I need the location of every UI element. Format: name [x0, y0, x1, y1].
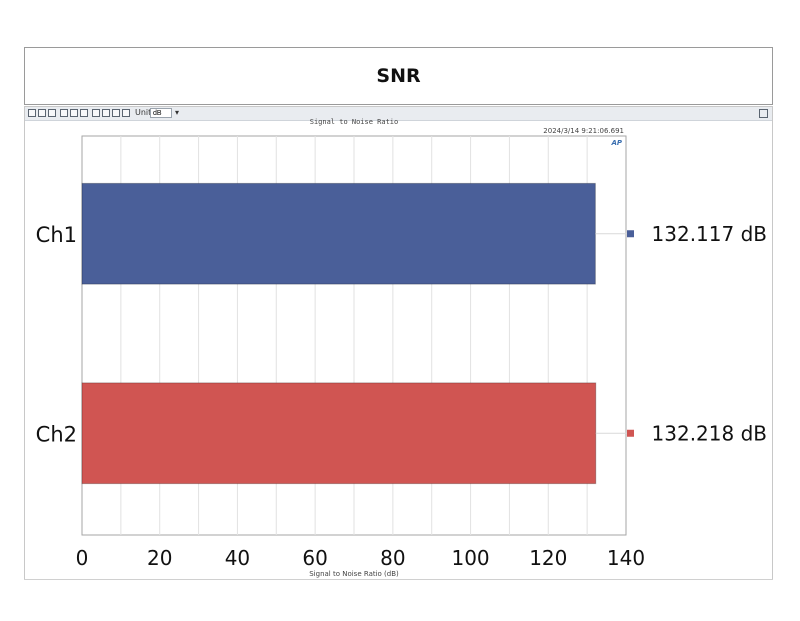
chart-title-box: SNR	[24, 47, 773, 105]
x-tick-label: 60	[302, 546, 327, 570]
unit-label: Unit	[135, 108, 152, 117]
graph-toolbar: Unit dB ▾	[25, 107, 772, 121]
category-label: Ch2	[36, 422, 77, 446]
page-title: SNR	[376, 65, 421, 87]
search-icon[interactable]	[60, 109, 68, 117]
grid-icon[interactable]	[80, 109, 88, 117]
zoom-icon[interactable]	[28, 109, 36, 117]
x-axis-label: Signal to Noise Ratio (dB)	[309, 570, 399, 578]
copy-icon[interactable]	[48, 109, 56, 117]
category-label: Ch1	[36, 223, 77, 247]
x-tick-label: 120	[529, 546, 567, 570]
x-tick-label: 0	[76, 546, 89, 570]
bar-ch2	[81, 382, 597, 485]
value-label: 132.218 dB	[652, 421, 767, 445]
unit-select[interactable]: dB	[150, 108, 172, 118]
list-icon[interactable]	[102, 109, 110, 117]
chevron-down-icon[interactable]: ▾	[175, 108, 180, 117]
legend-marker	[627, 429, 634, 437]
panel-bottom-strip	[24, 579, 773, 585]
cursor-icon[interactable]	[112, 109, 120, 117]
save-icon[interactable]	[38, 109, 46, 117]
fit-icon[interactable]	[70, 109, 78, 117]
x-axis-ticks: 0 20 40 60 80 100 120 140	[76, 546, 645, 570]
x-tick-label: 100	[451, 546, 489, 570]
chart-title: Signal to Noise Ratio	[310, 118, 399, 126]
value-legend: 132.117 dB 132.218 dB	[595, 222, 767, 445]
chart-timestamp: 2024/3/14 9:21:06.691	[543, 127, 624, 135]
x-tick-label: 140	[607, 546, 645, 570]
bars	[81, 182, 597, 485]
expand-icon[interactable]	[759, 109, 768, 118]
x-tick-label: 20	[147, 546, 172, 570]
settings-icon[interactable]	[122, 109, 130, 117]
x-tick-label: 80	[380, 546, 405, 570]
x-tick-label: 40	[225, 546, 250, 570]
category-labels: Ch1 Ch2	[36, 223, 77, 447]
ap-logo: AP	[610, 139, 622, 147]
value-label: 132.117 dB	[652, 222, 767, 246]
legend-marker	[627, 230, 634, 238]
bar-ch1	[81, 182, 596, 285]
table-icon[interactable]	[92, 109, 100, 117]
